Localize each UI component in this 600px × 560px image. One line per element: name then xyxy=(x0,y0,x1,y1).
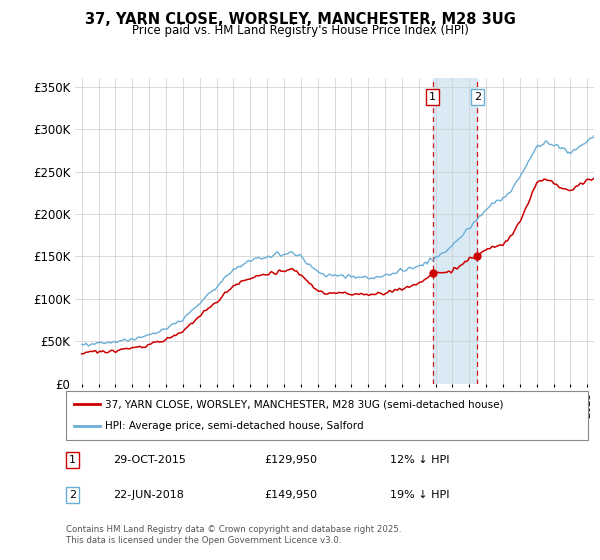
Text: 12% ↓ HPI: 12% ↓ HPI xyxy=(389,455,449,465)
Bar xyxy=(433,78,477,384)
Text: Contains HM Land Registry data © Crown copyright and database right 2025.
This d: Contains HM Land Registry data © Crown c… xyxy=(66,525,401,545)
Text: 2: 2 xyxy=(69,490,76,500)
Text: 1: 1 xyxy=(429,92,436,102)
Text: £149,950: £149,950 xyxy=(265,490,317,500)
Text: 1: 1 xyxy=(69,455,76,465)
Text: HPI: Average price, semi-detached house, Salford: HPI: Average price, semi-detached house,… xyxy=(105,422,364,431)
Text: 19% ↓ HPI: 19% ↓ HPI xyxy=(389,490,449,500)
Text: 2: 2 xyxy=(473,92,481,102)
Text: 37, YARN CLOSE, WORSLEY, MANCHESTER, M28 3UG (semi-detached house): 37, YARN CLOSE, WORSLEY, MANCHESTER, M28… xyxy=(105,399,503,409)
FancyBboxPatch shape xyxy=(66,391,588,440)
Text: £129,950: £129,950 xyxy=(265,455,317,465)
Text: 29-OCT-2015: 29-OCT-2015 xyxy=(113,455,186,465)
Text: 37, YARN CLOSE, WORSLEY, MANCHESTER, M28 3UG: 37, YARN CLOSE, WORSLEY, MANCHESTER, M28… xyxy=(85,12,515,27)
Text: 22-JUN-2018: 22-JUN-2018 xyxy=(113,490,184,500)
Text: Price paid vs. HM Land Registry's House Price Index (HPI): Price paid vs. HM Land Registry's House … xyxy=(131,24,469,36)
